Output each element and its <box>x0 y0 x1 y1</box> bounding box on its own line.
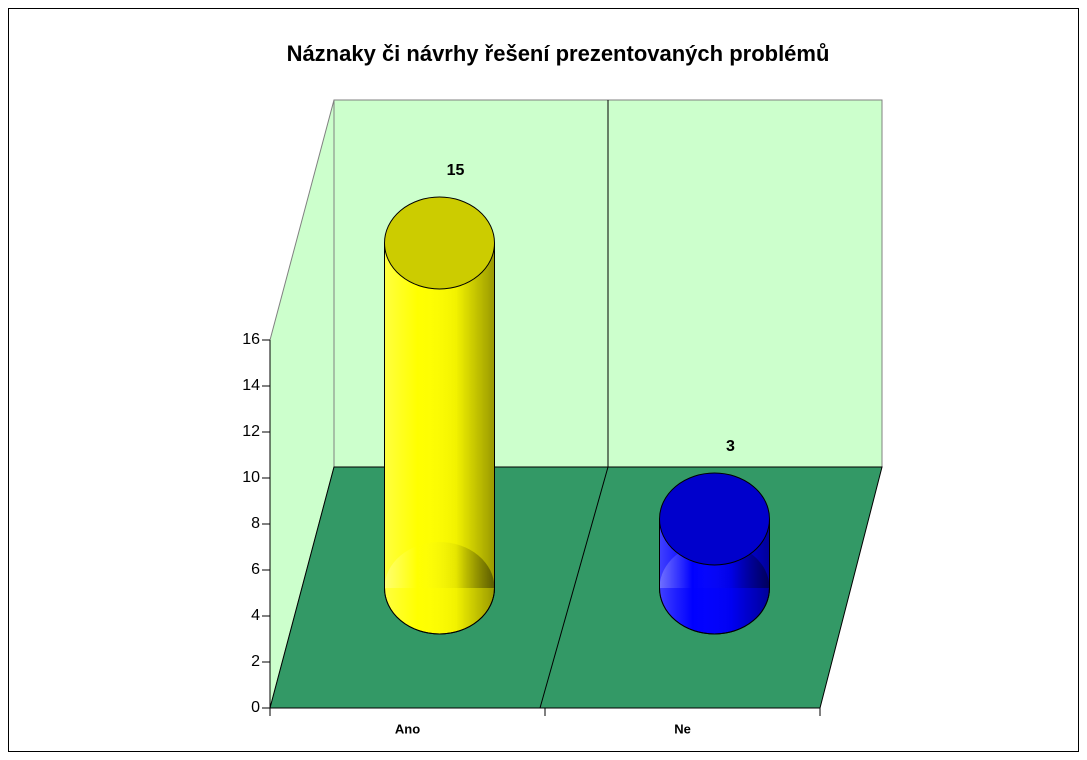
bar-bottom-edge <box>384 587 495 635</box>
value-label: 3 <box>726 438 735 455</box>
y-tick-label: 4 <box>251 607 260 624</box>
bar-shade <box>384 243 495 588</box>
floor-divider <box>539 466 609 709</box>
chart-title: Náznaky či návrhy řešení prezentovaných … <box>287 41 830 66</box>
y-tick-label: 14 <box>242 377 260 394</box>
bar-top <box>384 196 495 290</box>
floor <box>269 466 883 709</box>
y-tick-label: 2 <box>251 653 260 670</box>
x-tick-label: Ano <box>395 721 420 736</box>
y-tick-label: 16 <box>242 331 260 348</box>
y-tick-label: 10 <box>242 469 260 486</box>
y-tick-label: 12 <box>242 423 260 440</box>
y-tick-label: 6 <box>251 561 260 578</box>
x-tick-label: Ne <box>674 721 691 736</box>
bar-bottom-edge <box>659 587 770 635</box>
y-tick-label: 0 <box>251 699 260 716</box>
bar-top <box>659 472 770 566</box>
value-label: 15 <box>447 162 465 179</box>
y-tick-label: 8 <box>251 515 260 532</box>
